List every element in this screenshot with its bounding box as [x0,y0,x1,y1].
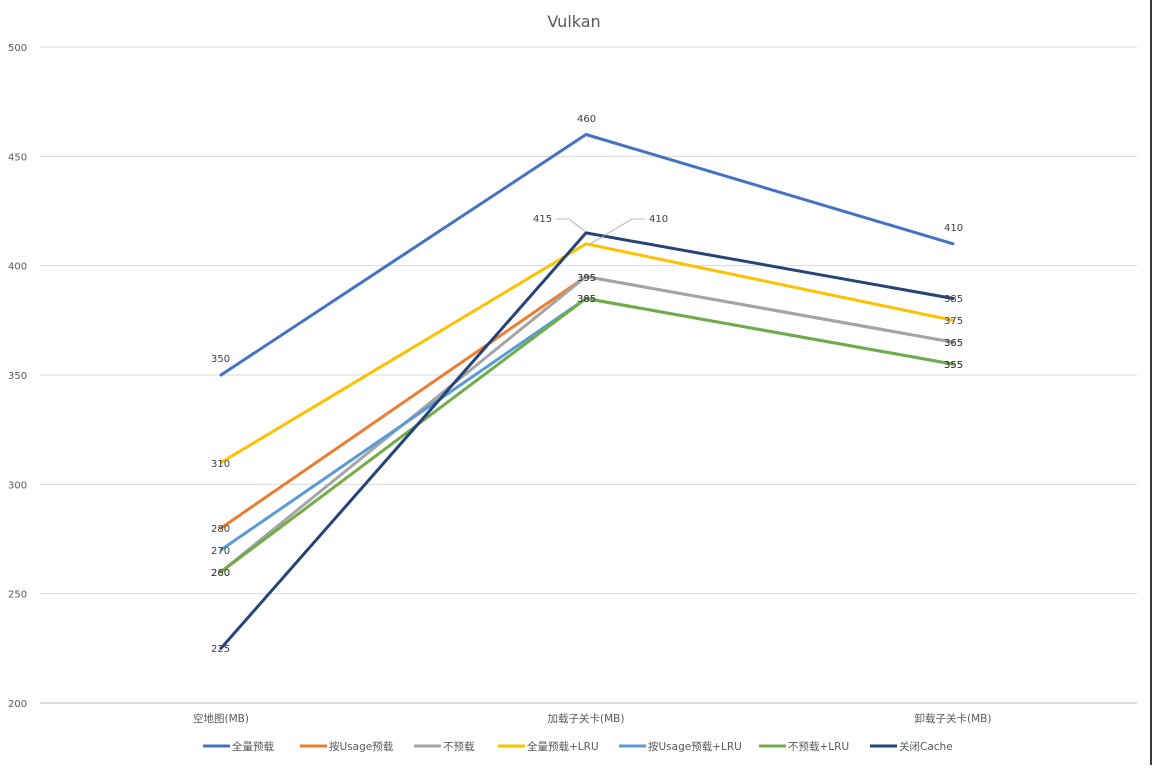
x-axis-ticks: 空地图(MB) 加载子关卡(MB) 卸载子关卡(MB) [193,712,991,725]
y-tick-label: 400 [8,262,27,273]
y-tick-label: 450 [8,152,27,163]
series-line [219,275,955,574]
y-tick-label: 300 [8,480,27,491]
series-lines [219,133,955,650]
data-label: 385 [944,294,963,305]
data-label: 460 [577,114,596,125]
data-label: 395 [577,273,596,284]
data-label: 225 [211,644,230,655]
data-label: 410 [944,223,963,234]
y-tick-label: 350 [8,371,27,382]
gridlines [40,46,1137,704]
data-label: 415 [533,214,552,225]
x-tick-label: 空地图(MB) [193,712,249,725]
leader-line [589,218,645,245]
data-label: 395 [577,273,596,284]
data-label: 260 [211,568,230,579]
series-line [219,133,955,377]
legend-entry: 全量预载 [232,740,274,753]
legend-entry: 按Usage预载 [329,740,394,753]
series-line [219,297,955,574]
window-edge [1150,0,1152,765]
x-tick-label: 加载子关卡(MB) [548,712,625,725]
legend-entry: 不预载 [443,741,475,753]
series-line [219,297,955,552]
data-label: 350 [211,354,230,365]
legend-entry: 全量预载+LRU [527,740,599,753]
legend-entry: 不预载+LRU [788,741,849,753]
data-label: 385 [577,294,596,305]
data-label: 355 [944,360,963,371]
y-tick-label: 500 [8,43,27,54]
y-tick-label: 250 [8,590,27,601]
x-tick-label: 卸载子关卡(MB) [915,712,992,725]
y-tick-label: 200 [8,699,27,710]
data-labels: 3504604102803953652603953653104103752703… [211,114,963,655]
data-label: 375 [944,316,963,327]
legend-entry: 关闭Cache [899,740,953,753]
chart-title: Vulkan [547,12,600,31]
y-axis-ticks: 200 250 300 350 400 450 500 [8,43,27,710]
leader-lines [556,218,645,245]
data-label: 365 [944,338,963,349]
data-label: 270 [211,546,230,557]
series-line [219,231,955,650]
data-label: 280 [211,524,230,535]
leader-line [556,218,587,233]
legend: 全量预载 按Usage预载 不预载 全量预载+LRU 按Usage预载+LRU 不预载+L… [203,740,953,753]
legend-entry: 按Usage预载+LRU [648,740,742,753]
data-label: 355 [944,360,963,371]
series-line [219,242,955,464]
data-label: 385 [577,294,596,305]
data-label: 365 [944,338,963,349]
data-label: 410 [649,214,668,225]
data-label: 310 [211,459,230,470]
data-label: 260 [211,568,230,579]
